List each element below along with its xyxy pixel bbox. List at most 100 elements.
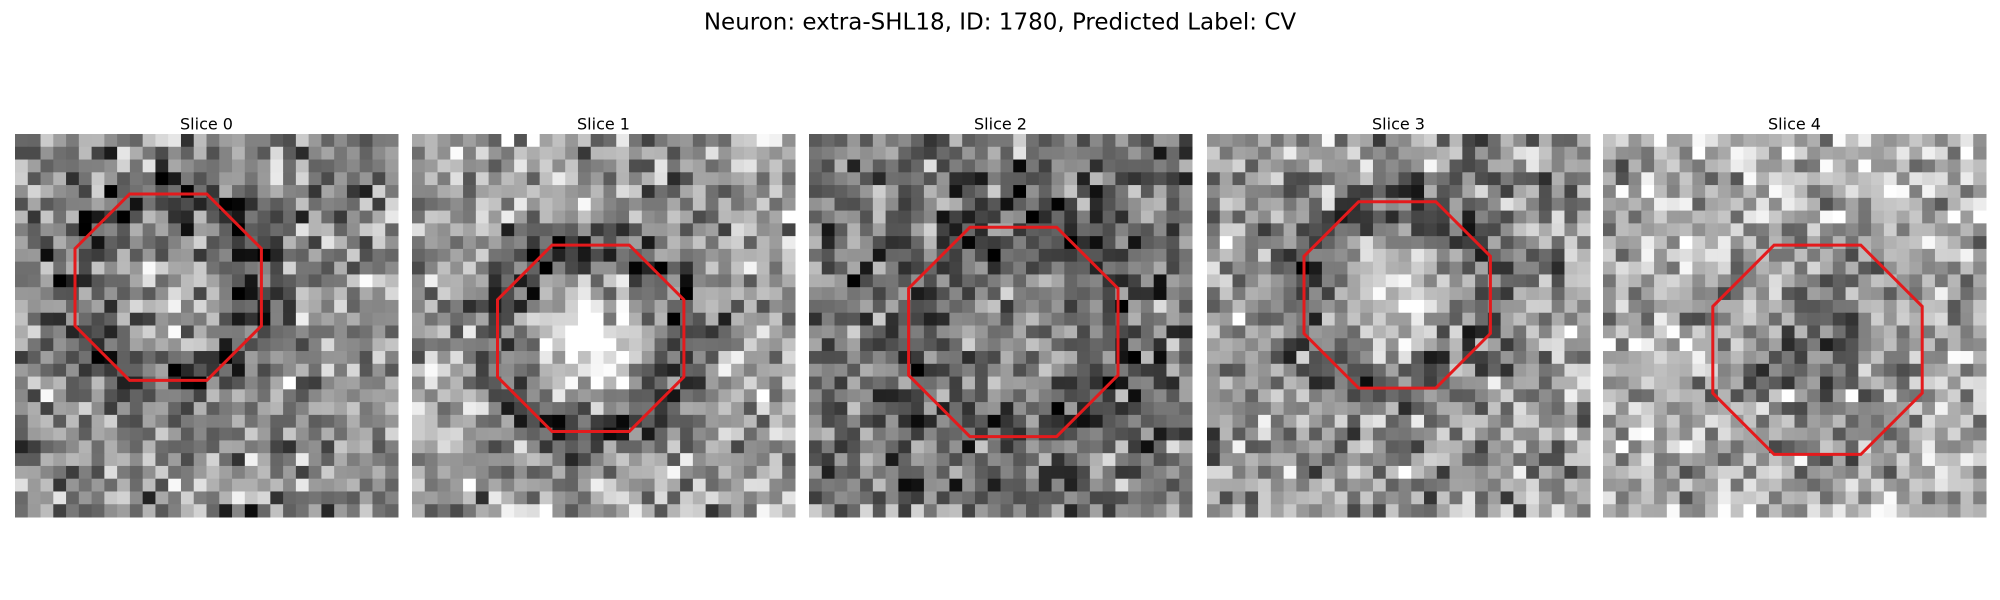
pixel [270, 376, 284, 390]
pixel [1166, 453, 1180, 467]
pixel [1922, 134, 1936, 148]
pixel [346, 325, 361, 339]
pixel [987, 376, 1001, 390]
pixel [898, 274, 912, 288]
pixel [860, 185, 874, 199]
pixel [501, 414, 515, 429]
pixel [847, 159, 861, 173]
pixel [769, 465, 783, 480]
pixel [1832, 440, 1847, 454]
pixel [1207, 325, 1221, 339]
pixel [898, 172, 912, 186]
pixel [1449, 236, 1463, 250]
pixel [1051, 402, 1065, 416]
pixel [1360, 223, 1374, 237]
pixel [1064, 465, 1078, 480]
pixel [1013, 363, 1027, 378]
pixel [705, 185, 719, 199]
pixel [1973, 325, 1987, 339]
pixel [193, 185, 207, 199]
pixel [1270, 465, 1285, 480]
pixel [603, 376, 617, 390]
pixel [1283, 363, 1297, 378]
pixel [1794, 134, 1808, 148]
pixel [450, 440, 464, 454]
pixel [1641, 287, 1655, 301]
pixel [321, 185, 335, 199]
pixel [1743, 197, 1757, 212]
pixel [1026, 453, 1040, 467]
pixel [1077, 197, 1091, 212]
pixel [987, 440, 1001, 454]
pixel [1026, 402, 1040, 416]
pixel [782, 287, 796, 301]
pixel [1922, 491, 1936, 505]
pixel [15, 351, 29, 365]
pixel [1858, 402, 1872, 416]
pixel [1896, 299, 1910, 314]
pixel [1679, 402, 1693, 416]
pixel [974, 453, 989, 467]
pixel [1832, 312, 1847, 326]
pixel [1219, 427, 1234, 441]
pixel [1153, 223, 1167, 237]
pixel [705, 491, 719, 505]
pixel [412, 491, 426, 505]
pixel [1449, 185, 1463, 199]
pixel [1973, 172, 1987, 186]
pixel [1166, 197, 1180, 212]
pixel [1756, 287, 1770, 301]
pixel [372, 159, 386, 173]
pixel [1577, 274, 1591, 288]
pixel [1064, 172, 1078, 186]
pixel [1140, 210, 1155, 224]
pixel [1360, 197, 1374, 212]
pixel [1564, 478, 1578, 492]
pixel [1296, 210, 1310, 224]
pixel [1207, 312, 1221, 326]
pixel [193, 172, 207, 186]
pixel [142, 491, 156, 505]
pixel [1026, 134, 1040, 148]
pixel [1781, 172, 1795, 186]
pixel [412, 504, 426, 518]
pixel [1102, 491, 1116, 505]
pixel [1845, 223, 1859, 237]
pixel [372, 197, 386, 212]
pixel [885, 453, 899, 467]
pixel [565, 197, 579, 212]
pixel [1051, 325, 1065, 339]
pixel [782, 172, 796, 186]
pixel [1449, 197, 1463, 212]
pixel [372, 363, 386, 378]
pixel [692, 363, 707, 378]
pixel [911, 248, 925, 263]
pixel [206, 261, 220, 275]
pixel [1321, 465, 1336, 480]
pixel [1038, 236, 1053, 250]
pixel [949, 440, 963, 454]
pixel [1679, 172, 1693, 186]
pixel [283, 478, 297, 492]
pixel [1551, 197, 1565, 212]
pixel [1500, 389, 1514, 403]
pixel [1717, 376, 1732, 390]
pixel [385, 440, 399, 454]
pixel [1102, 146, 1116, 161]
pixel [809, 210, 823, 224]
pixel [1768, 197, 1783, 212]
pixel [731, 210, 745, 224]
pixel [450, 223, 464, 237]
pixel [1960, 363, 1974, 378]
pixel [91, 427, 105, 441]
pixel [616, 287, 630, 301]
pixel [667, 325, 681, 339]
pixel [1871, 363, 1885, 378]
pixel [514, 440, 528, 454]
pixel [142, 363, 156, 378]
pixel [1641, 159, 1655, 173]
pixel [1628, 236, 1642, 250]
pixel [424, 312, 439, 326]
pixel [1245, 312, 1259, 326]
pixel [1781, 363, 1795, 378]
